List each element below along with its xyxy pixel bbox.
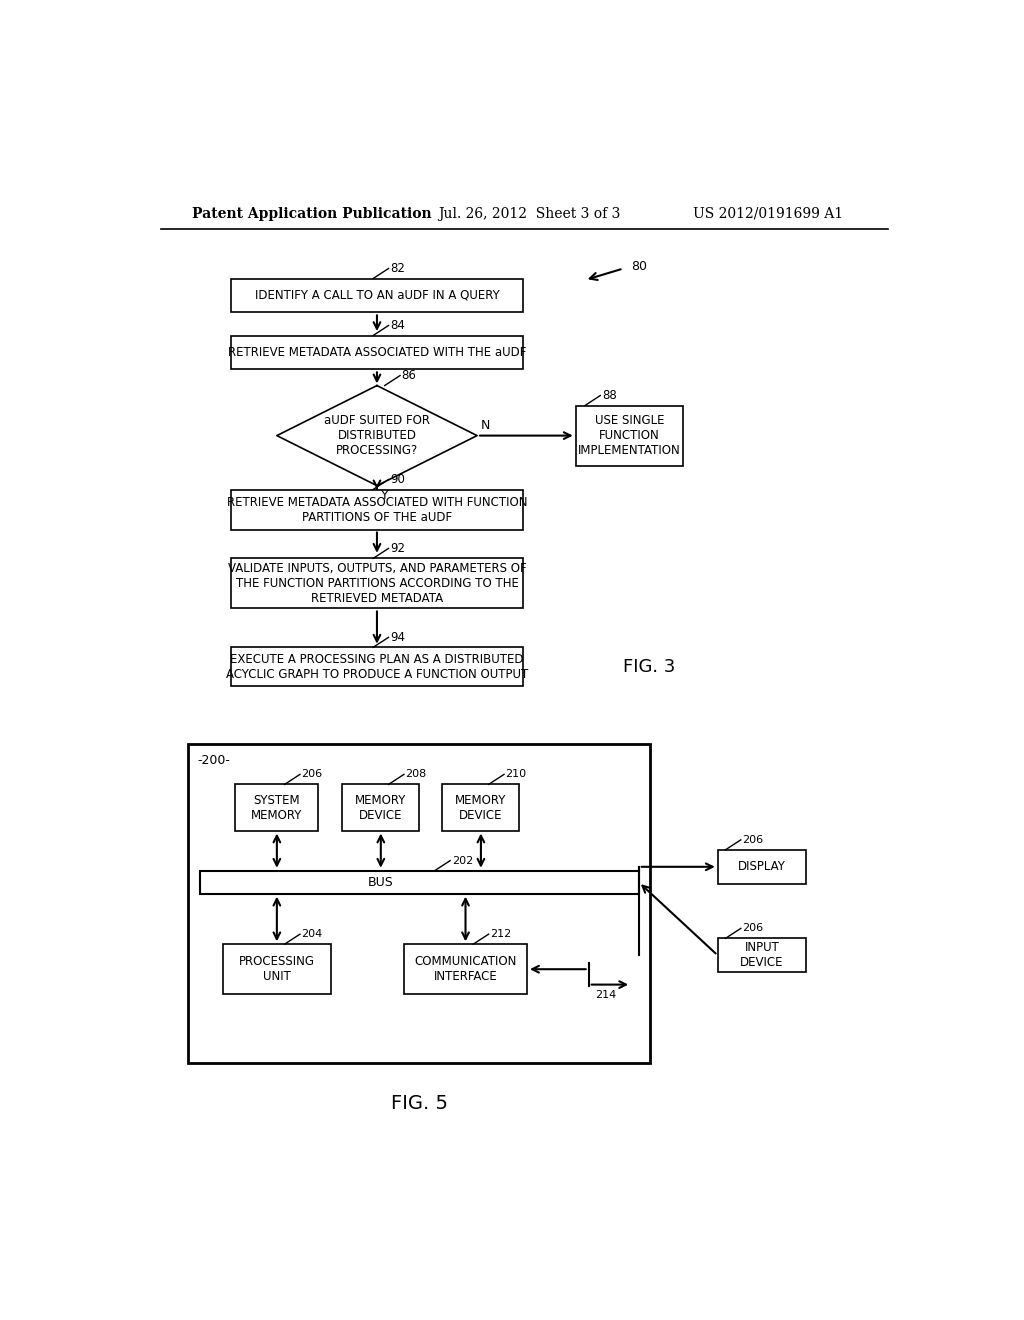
Text: 214: 214 (595, 990, 616, 999)
Text: DISPLAY: DISPLAY (738, 861, 785, 874)
Text: RETRIEVE METADATA ASSOCIATED WITH THE aUDF: RETRIEVE METADATA ASSOCIATED WITH THE aU… (227, 346, 526, 359)
FancyBboxPatch shape (236, 784, 318, 830)
Text: 204: 204 (301, 929, 323, 939)
Text: FIG. 5: FIG. 5 (391, 1094, 447, 1113)
FancyBboxPatch shape (718, 939, 806, 973)
Text: -200-: -200- (198, 754, 230, 767)
Text: US 2012/0191699 A1: US 2012/0191699 A1 (692, 207, 843, 220)
Text: COMMUNICATION
INTERFACE: COMMUNICATION INTERFACE (415, 956, 517, 983)
FancyBboxPatch shape (230, 335, 523, 370)
Text: USE SINGLE
FUNCTION
IMPLEMENTATION: USE SINGLE FUNCTION IMPLEMENTATION (579, 414, 681, 457)
Text: 210: 210 (506, 770, 526, 779)
Text: Y: Y (381, 490, 388, 502)
Text: MEMORY
DEVICE: MEMORY DEVICE (456, 793, 507, 821)
Text: N: N (481, 418, 490, 432)
FancyBboxPatch shape (223, 944, 331, 994)
Text: 94: 94 (390, 631, 406, 644)
Text: 206: 206 (301, 770, 323, 779)
Text: 202: 202 (452, 855, 473, 866)
Text: VALIDATE INPUTS, OUTPUTS, AND PARAMETERS OF
THE FUNCTION PARTITIONS ACCORDING TO: VALIDATE INPUTS, OUTPUTS, AND PARAMETERS… (227, 562, 526, 605)
FancyBboxPatch shape (230, 279, 523, 313)
FancyBboxPatch shape (442, 784, 519, 830)
FancyBboxPatch shape (718, 850, 806, 884)
FancyBboxPatch shape (230, 490, 523, 529)
FancyBboxPatch shape (200, 871, 639, 894)
Text: 212: 212 (490, 929, 511, 939)
FancyBboxPatch shape (403, 944, 527, 994)
Text: 80: 80 (631, 260, 647, 273)
Text: Jul. 26, 2012  Sheet 3 of 3: Jul. 26, 2012 Sheet 3 of 3 (438, 207, 621, 220)
Text: INPUT
DEVICE: INPUT DEVICE (740, 941, 783, 969)
FancyBboxPatch shape (188, 743, 650, 1063)
Text: Patent Application Publication: Patent Application Publication (193, 207, 432, 220)
Text: BUS: BUS (368, 875, 393, 888)
Text: RETRIEVE METADATA ASSOCIATED WITH FUNCTION
PARTITIONS OF THE aUDF: RETRIEVE METADATA ASSOCIATED WITH FUNCTI… (226, 495, 527, 524)
Text: 92: 92 (390, 543, 406, 554)
Text: 86: 86 (401, 370, 417, 381)
Text: SYSTEM
MEMORY: SYSTEM MEMORY (251, 793, 302, 821)
FancyBboxPatch shape (230, 647, 523, 686)
Text: IDENTIFY A CALL TO AN aUDF IN A QUERY: IDENTIFY A CALL TO AN aUDF IN A QUERY (255, 289, 500, 302)
FancyBboxPatch shape (230, 558, 523, 609)
Text: 206: 206 (742, 834, 764, 845)
Text: MEMORY
DEVICE: MEMORY DEVICE (355, 793, 407, 821)
Text: aUDF SUITED FOR
DISTRIBUTED
PROCESSING?: aUDF SUITED FOR DISTRIBUTED PROCESSING? (324, 414, 430, 457)
Text: 84: 84 (390, 319, 404, 333)
Text: 90: 90 (390, 473, 404, 486)
FancyBboxPatch shape (575, 405, 683, 466)
Text: 208: 208 (406, 770, 427, 779)
FancyBboxPatch shape (342, 784, 419, 830)
Text: 82: 82 (390, 261, 404, 275)
Text: 88: 88 (602, 389, 616, 403)
Text: 206: 206 (742, 924, 764, 933)
Text: PROCESSING
UNIT: PROCESSING UNIT (239, 956, 314, 983)
Text: FIG. 3: FIG. 3 (624, 657, 676, 676)
Text: EXECUTE A PROCESSING PLAN AS A DISTRIBUTED
ACYCLIC GRAPH TO PRODUCE A FUNCTION O: EXECUTE A PROCESSING PLAN AS A DISTRIBUT… (226, 652, 528, 681)
